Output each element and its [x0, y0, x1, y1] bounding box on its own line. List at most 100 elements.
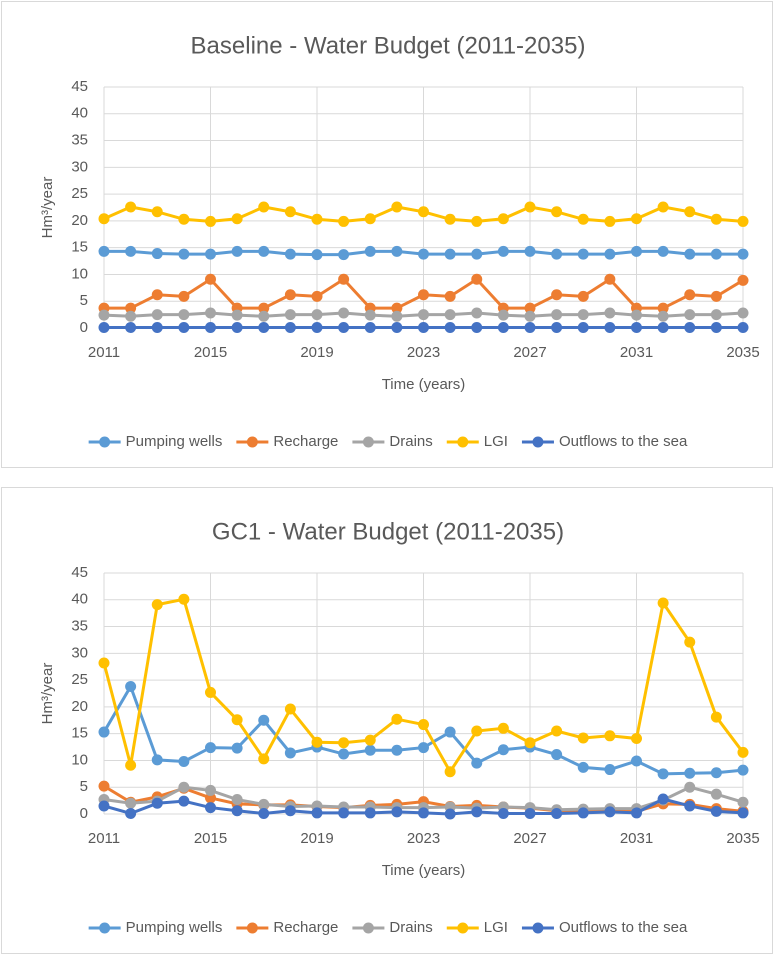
data-point [710, 290, 722, 302]
data-point [258, 310, 270, 322]
y-tick-label: 30 [71, 158, 88, 175]
data-point [258, 714, 270, 726]
y-tick-label: 10 [71, 265, 88, 282]
chart-panel: Baseline - Water Budget (2011-2035) 0 5 10 1… [1, 1, 773, 468]
data-point [125, 310, 137, 322]
data-point [98, 800, 110, 812]
data-point [577, 248, 589, 260]
y-tick-label: 10 [71, 751, 88, 768]
y-axis-title: Hm³/year [39, 663, 56, 725]
data-point [151, 248, 163, 260]
data-point [231, 245, 243, 257]
data-point [737, 764, 749, 776]
data-point [551, 309, 563, 321]
data-point [364, 321, 376, 333]
data-point [684, 289, 696, 301]
x-axis-title: Time (years) [382, 862, 466, 879]
data-point [178, 593, 190, 605]
data-point [684, 248, 696, 260]
legend-label: Recharge [273, 919, 338, 936]
x-tick-label: 2015 [194, 344, 227, 361]
data-point [418, 321, 429, 333]
legend-label: Drains [389, 433, 432, 450]
y-tick-label: 15 [71, 239, 88, 256]
data-point [391, 744, 403, 756]
data-point [125, 245, 137, 257]
data-point [604, 764, 616, 776]
data-point [151, 309, 163, 321]
data-point [577, 290, 589, 302]
data-point [311, 807, 323, 819]
data-point [258, 807, 270, 819]
data-point [284, 703, 296, 715]
x-tick-label: 2023 [407, 830, 440, 847]
data-point [524, 807, 536, 819]
data-point [604, 806, 616, 818]
data-point [604, 273, 616, 285]
data-point [391, 310, 403, 322]
x-tick-label: 2011 [88, 344, 120, 361]
data-point [524, 737, 536, 749]
data-point [471, 321, 483, 333]
data-point [551, 749, 563, 761]
legend-marker [246, 436, 258, 448]
data-point [551, 289, 563, 301]
data-point [657, 597, 669, 609]
legend-marker [532, 922, 544, 934]
data-point [577, 732, 589, 744]
panel-border [1, 1, 773, 468]
legend-label: LGI [484, 433, 508, 450]
data-point [391, 245, 403, 257]
y-tick-label: 35 [71, 132, 88, 149]
data-point [604, 321, 616, 333]
data-point [444, 808, 456, 820]
data-point [418, 719, 429, 731]
data-point [205, 742, 216, 754]
data-point [391, 713, 403, 725]
data-point [497, 807, 509, 819]
panel-border [1, 487, 773, 954]
data-point [311, 249, 323, 261]
data-point [631, 321, 642, 333]
data-point [684, 781, 696, 793]
y-tick-label: 25 [71, 185, 88, 202]
data-point [284, 248, 296, 260]
data-point [524, 245, 536, 257]
data-point [497, 245, 509, 257]
data-point [231, 742, 243, 754]
data-point [497, 722, 509, 734]
data-point [178, 248, 190, 260]
data-point [631, 245, 642, 257]
data-point [444, 766, 456, 778]
data-point [551, 725, 563, 737]
legend: Pumping wells Recharge Drains LGI Outflows t… [88, 919, 688, 936]
data-point [737, 215, 749, 227]
data-point [710, 309, 722, 321]
data-point [657, 201, 669, 213]
data-point [205, 321, 216, 333]
data-point [178, 781, 190, 793]
data-point [364, 734, 376, 746]
data-point [604, 215, 616, 227]
data-point [577, 309, 589, 321]
data-point [710, 248, 722, 260]
legend-marker [532, 436, 544, 448]
data-point [98, 213, 110, 225]
data-point [151, 321, 163, 333]
data-point [418, 289, 429, 301]
legend-item: LGI [446, 919, 508, 936]
data-point [418, 807, 429, 819]
legend-marker [457, 922, 469, 934]
data-point [737, 807, 749, 819]
data-point [391, 302, 403, 314]
y-tick-label: 35 [71, 618, 88, 635]
legend-label: Pumping wells [126, 919, 223, 936]
data-point [178, 795, 190, 807]
data-point [418, 309, 429, 321]
data-point [311, 321, 323, 333]
data-point [178, 290, 190, 302]
data-point [258, 245, 270, 257]
data-point [631, 755, 642, 767]
data-point [364, 744, 376, 756]
data-point [604, 307, 616, 319]
